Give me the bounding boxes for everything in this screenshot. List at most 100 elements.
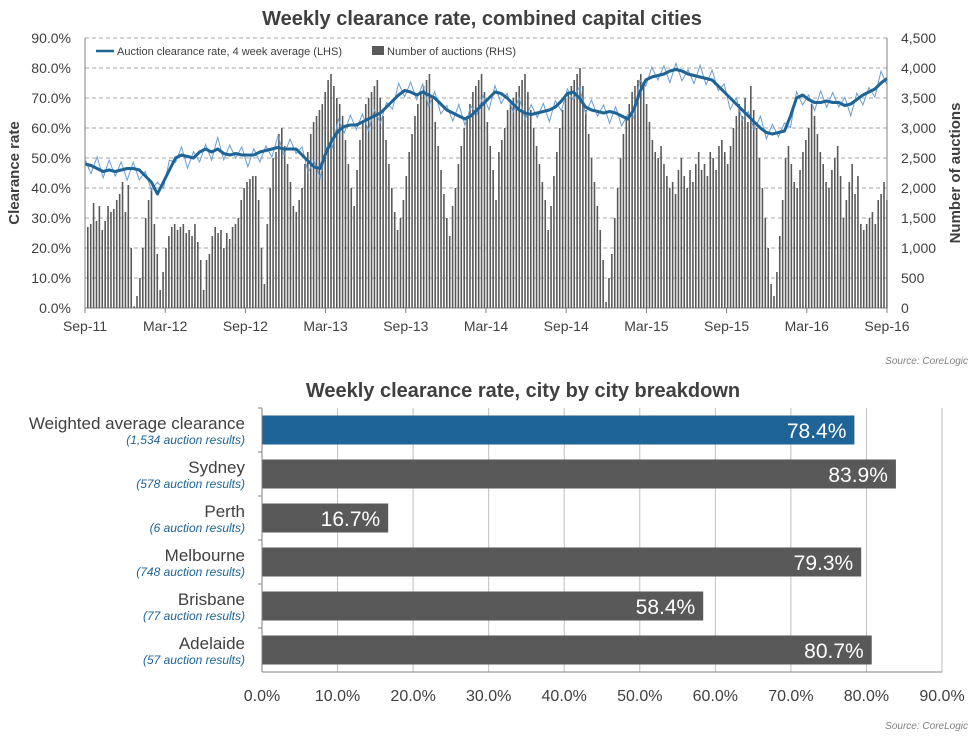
auction-bar xyxy=(359,140,361,308)
auction-bar xyxy=(292,206,295,308)
auction-bar xyxy=(472,92,474,308)
auction-bar xyxy=(553,176,555,308)
auction-bar xyxy=(301,188,303,308)
auction-bar xyxy=(437,146,439,308)
auction-bar xyxy=(185,233,188,308)
auction-bar xyxy=(443,194,445,308)
auction-bar xyxy=(428,74,431,308)
auction-bar xyxy=(217,233,219,308)
auction-bar xyxy=(246,182,248,308)
city-bar xyxy=(262,415,855,445)
auction-bar xyxy=(616,188,619,308)
city-name: Weighted average clearance xyxy=(29,414,245,433)
auction-bar xyxy=(839,176,842,308)
auction-bar xyxy=(260,248,263,308)
auction-bar xyxy=(874,224,877,308)
auction-bar xyxy=(871,212,874,308)
auction-bar xyxy=(330,74,332,308)
auction-bar xyxy=(619,158,622,308)
auction-bar xyxy=(677,170,680,308)
auction-bar xyxy=(370,92,373,308)
auction-bar xyxy=(634,86,636,308)
city-name: Sydney xyxy=(188,458,245,477)
auction-bar xyxy=(625,116,628,308)
auction-bar xyxy=(115,200,118,308)
y-right-tick-label: 4,000 xyxy=(901,60,936,76)
auction-bar xyxy=(587,134,590,308)
x-tick-label: 60.0% xyxy=(693,688,738,705)
city-bar-value: 58.4% xyxy=(636,596,696,619)
auction-bar xyxy=(240,200,243,308)
auction-bar xyxy=(541,182,544,308)
auction-bar xyxy=(547,230,549,308)
auction-bar xyxy=(674,194,677,308)
city-bar xyxy=(262,635,872,665)
auction-bar xyxy=(784,158,787,308)
auction-bar xyxy=(469,104,471,308)
auction-bar xyxy=(104,221,106,308)
auction-bar xyxy=(556,152,558,308)
auction-bar xyxy=(220,230,222,308)
auction-bar xyxy=(712,158,714,308)
auction-bar xyxy=(695,164,697,308)
auction-bar xyxy=(524,74,526,308)
auction-bar xyxy=(637,80,639,308)
auction-bar xyxy=(521,80,523,308)
auction-bar xyxy=(405,176,408,308)
auction-bar xyxy=(781,200,784,308)
auction-bar xyxy=(446,218,448,308)
auction-bar xyxy=(550,206,552,308)
auction-bar xyxy=(584,110,587,308)
auction-bar xyxy=(582,86,584,308)
auction-bar xyxy=(747,122,749,308)
auction-bar xyxy=(628,104,631,308)
auction-bar xyxy=(660,146,662,308)
auction-bar xyxy=(252,176,254,308)
auction-bar xyxy=(101,230,104,308)
auction-bar xyxy=(388,164,390,308)
auction-bar xyxy=(362,122,364,308)
auction-bar xyxy=(501,140,503,308)
auction-bar xyxy=(833,158,836,308)
auction-bar xyxy=(466,116,468,308)
auction-bar xyxy=(654,152,657,308)
chart1-gridlines xyxy=(85,37,887,309)
auction-bar xyxy=(309,134,312,308)
x-tick-label: Sep-13 xyxy=(383,318,428,334)
chart1-ylabel-left: Clearance rate xyxy=(6,121,23,224)
auction-bar xyxy=(150,188,153,308)
auction-bar xyxy=(364,104,367,308)
auction-bar xyxy=(498,152,500,308)
auction-bar xyxy=(561,110,564,308)
auction-bar xyxy=(199,260,202,308)
auction-bar xyxy=(527,92,529,308)
auction-bar xyxy=(480,74,483,308)
auction-bar xyxy=(347,164,350,308)
x-tick-label: 10.0% xyxy=(315,688,360,705)
auction-bar xyxy=(631,92,633,308)
auction-bar xyxy=(723,152,726,308)
auction-bar xyxy=(709,152,712,308)
auction-bar xyxy=(518,86,520,308)
auction-bar xyxy=(414,116,416,308)
auction-bar xyxy=(860,224,862,308)
chart-combined: Weekly clearance rate, combined capital … xyxy=(6,8,968,367)
auction-bar xyxy=(845,200,848,308)
auction-bar xyxy=(234,224,237,308)
auction-bar xyxy=(773,296,775,308)
auction-bar xyxy=(477,80,480,308)
auction-bar xyxy=(877,200,880,308)
auction-bar xyxy=(89,224,92,308)
y-left-tick-label: 10.0% xyxy=(31,270,71,286)
auction-bar xyxy=(98,206,101,308)
chart1-bars xyxy=(87,68,888,308)
auction-bar xyxy=(170,227,173,308)
auction-bar xyxy=(544,200,547,308)
auction-bar xyxy=(110,212,112,308)
x-tick-label: Mar-13 xyxy=(303,318,348,334)
x-tick-label: Sep-15 xyxy=(704,318,749,334)
chart1-x-axis: Sep-11 Mar-12 Sep-12 Mar-13 Sep-13 Mar-14 Sep-… xyxy=(63,308,910,334)
auction-bar xyxy=(144,218,147,308)
auction-bar xyxy=(225,233,228,308)
auction-bar xyxy=(738,104,741,308)
